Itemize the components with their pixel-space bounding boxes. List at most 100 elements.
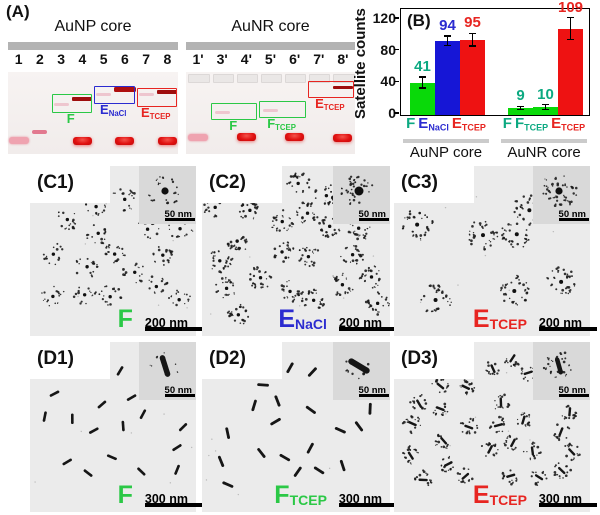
bar-value-label: 109 xyxy=(557,0,584,16)
panel-c1-label: (C1) xyxy=(37,172,74,193)
scale-bar: 300 nm xyxy=(144,491,203,507)
treatment-label: F xyxy=(117,305,133,334)
inset-scale-bar: 50 nm xyxy=(358,205,389,221)
gel-annotation-box xyxy=(94,85,135,105)
gel-lane-number: 1 xyxy=(14,51,23,67)
tem-bottom-labels: ETCEP 300 nm xyxy=(472,481,597,510)
gel-annotation-label: ENaCl xyxy=(100,102,127,119)
gel-band xyxy=(53,103,69,107)
error-bar-cap xyxy=(542,108,549,111)
gel-lane-number: 5 xyxy=(99,51,108,67)
gel-band xyxy=(236,132,256,141)
tem-bottom-labels: F 300 nm xyxy=(118,483,203,508)
tem-inset-micrograph xyxy=(333,166,390,224)
panel-c2-label: (C2) xyxy=(209,172,246,193)
tem-panel-c2: (C2) 50 nm ENaCl 200 nm xyxy=(202,166,397,336)
tem-inset-micrograph xyxy=(139,342,196,400)
gel-lane-number: 3' xyxy=(216,51,228,67)
panel-d3-label: (D3) xyxy=(401,348,438,369)
gel-annotation-label: ETCEP xyxy=(315,95,345,112)
gel-well xyxy=(309,74,331,83)
y-tick-mark xyxy=(394,80,399,83)
group-name-aunr: AuNR core xyxy=(507,144,581,161)
tem-inset: 50 nm xyxy=(533,342,590,400)
error-bar-cap xyxy=(517,108,524,111)
tem-inset-micrograph xyxy=(533,342,590,400)
gel-band xyxy=(113,87,136,93)
inset-scale-bar: 50 nm xyxy=(558,205,589,221)
error-bar-cap xyxy=(444,35,451,37)
gel-annotation-box xyxy=(136,88,177,107)
gel-annotation-box xyxy=(51,94,92,113)
error-bar-cap xyxy=(469,45,476,47)
error-bar-cap xyxy=(567,16,574,19)
bar-value-label: 9 xyxy=(516,87,525,105)
treatment-label: ETCEP xyxy=(472,305,527,334)
scale-bar: 200 nm xyxy=(144,315,203,331)
tem-inset-micrograph xyxy=(533,166,590,224)
error-bar xyxy=(446,35,449,46)
gel-image: F FTCEP ETCEP xyxy=(186,72,355,154)
gel-lane-number: 7' xyxy=(313,51,325,67)
error-bar xyxy=(471,33,474,47)
tem-panel-d3: (D3) 50 nm ETCEP 300 nm xyxy=(394,342,597,512)
tem-bottom-labels: ETCEP 200 nm xyxy=(472,305,597,334)
error-bar xyxy=(421,76,424,89)
tem-inset: 50 nm xyxy=(333,342,390,400)
chart-bar xyxy=(533,107,558,115)
gel-lane-number: 5' xyxy=(264,51,277,67)
gel-well xyxy=(333,74,355,83)
gel-lane-number: 2 xyxy=(35,51,44,67)
treatment-label: ETCEP xyxy=(472,481,527,510)
y-tick-mark xyxy=(394,17,399,19)
scale-bar: 300 nm xyxy=(538,491,597,507)
gel-annotation-box xyxy=(211,103,258,120)
gel-wellbar xyxy=(186,42,355,50)
error-bar-cap xyxy=(517,105,524,108)
gel-band xyxy=(72,97,93,101)
gel-annotation-label: F xyxy=(229,117,238,133)
gel-annotation-label: F xyxy=(66,110,75,126)
panel-b-label: (B) xyxy=(407,11,431,30)
tem-inset: 50 nm xyxy=(139,342,196,400)
error-bar-cap xyxy=(542,103,549,106)
chart-bar xyxy=(558,28,583,115)
scale-bar: 200 nm xyxy=(538,315,597,331)
gel-band xyxy=(138,93,154,97)
tem-panel-d2: (D2) 50 nm FTCEP 300 nm xyxy=(202,342,397,512)
bar-value-label: 41 xyxy=(414,57,431,75)
gel-aunr-core: AuNR core 1' 3' 4' 5' 6' 7' 8' F FTCEP ETCEP xyxy=(186,18,355,154)
gel-band xyxy=(157,136,177,145)
error-bar xyxy=(544,104,547,110)
gel-band xyxy=(115,136,135,145)
gel-well xyxy=(236,74,258,83)
error-bar xyxy=(519,106,522,110)
chart-bar xyxy=(508,107,533,115)
gel-title-aunr: AuNR core xyxy=(231,18,310,35)
chart-y-axis-label: Satellite counts xyxy=(352,8,369,120)
tem-panel-c1: (C1) 50 nm F 200 nm xyxy=(30,166,203,336)
tem-bottom-labels: F 200 nm xyxy=(117,305,203,334)
gel-band xyxy=(188,134,209,142)
error-bar-cap xyxy=(419,76,426,78)
gel-lane-number: 8' xyxy=(337,51,349,67)
panel-d2-label: (D2) xyxy=(209,348,246,369)
gel-band xyxy=(32,130,48,135)
error-bar xyxy=(569,17,572,40)
gel-lane-number: 1' xyxy=(192,51,204,67)
x-category-label: ETCEP xyxy=(551,115,586,133)
x-category-label: ETCEP xyxy=(451,115,486,133)
treatment-label: FTCEP xyxy=(274,481,327,510)
x-category-label: FTCEP xyxy=(514,115,549,133)
gel-lane-number: 8 xyxy=(163,51,172,67)
error-bar-cap xyxy=(567,38,574,41)
error-bar-cap xyxy=(469,32,476,35)
group-name-aunp: AuNP core xyxy=(409,144,483,161)
gel-lane-number: 4 xyxy=(78,51,87,67)
gel-annotation-label: FTCEP xyxy=(267,115,296,133)
y-tick-label: 80 xyxy=(380,41,396,58)
panel-d1-label: (D1) xyxy=(37,348,74,369)
panel-c3-label: (C3) xyxy=(401,172,438,193)
x-labels-aunr: F FTCEP ETCEP xyxy=(503,116,585,133)
